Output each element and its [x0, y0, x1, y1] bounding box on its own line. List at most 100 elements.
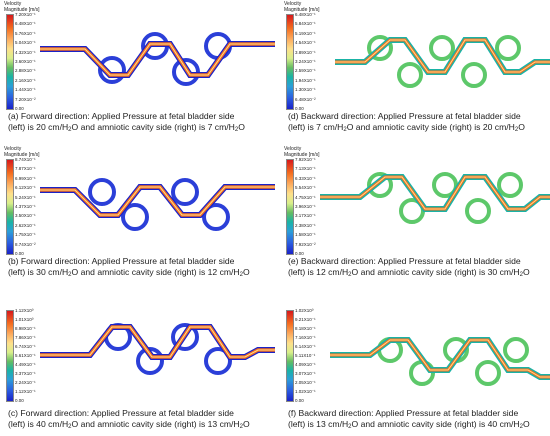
tick-label: 5.04X10⁻¹: [15, 40, 36, 46]
colorbar-legend: Velocity Magnitude [m/s] 7.92X10⁻¹ 7.13X1…: [284, 146, 344, 256]
tick-label: 5.61X10⁻¹: [15, 353, 36, 358]
panel-b: Velocity Magnitude [m/s] 8.74X10⁻¹ 7.87X1…: [0, 145, 275, 290]
tick-label: 3.96X10⁻¹: [295, 204, 316, 209]
tick-label: 4.54X10⁻¹: [295, 40, 316, 46]
stent-velocity-contour: [335, 35, 550, 88]
tick-label: 1.12X10⁰: [15, 308, 34, 313]
tick-label: 9.21X10⁻¹: [295, 317, 316, 322]
tick-label: 7.86X10⁻¹: [15, 335, 36, 340]
tick-label: 3.37X10⁻¹: [15, 371, 36, 376]
stent-velocity-contour: [330, 337, 550, 386]
tick-label: 5.19X10⁻¹: [295, 30, 316, 36]
tick-label: 5.11X10⁻¹: [295, 353, 316, 358]
tick-label: 0.00: [295, 106, 304, 111]
tick-label: 8.74X10⁻²: [15, 241, 36, 247]
tick-label: 4.49X10⁻¹: [15, 362, 36, 367]
tick-label: 1.44X10⁻¹: [15, 87, 36, 93]
tick-label: 7.92X10⁻¹: [295, 157, 316, 162]
tick-label: 8.74X10⁻¹: [15, 157, 36, 162]
legend-title: Velocity Magnitude [m/s]: [284, 146, 320, 158]
caption: (e) Backward direction: Applied Pressure…: [288, 256, 530, 278]
tick-label: 1.58X10⁻¹: [295, 232, 316, 238]
tick-label: 6.48X10⁻²: [295, 96, 316, 102]
tick-label: 5.84X10⁻¹: [295, 21, 316, 27]
panel-c: 1.12X10⁰ 1.01X10⁰ 8.98X10⁻¹ 7.86X10⁻¹ 6.…: [0, 290, 275, 435]
tick-label: 6.48X10⁻¹: [295, 12, 316, 17]
colorbar: [6, 159, 14, 255]
tick-label: 7.87X10⁻¹: [15, 166, 36, 172]
tick-label: 1.30X10⁻¹: [295, 87, 316, 93]
legend-title: Velocity Magnitude [m/s]: [284, 1, 320, 13]
colorbar: [286, 14, 294, 110]
colorbar-legend: Velocity Magnitude [m/s] 8.74X10⁻¹ 7.87X1…: [4, 146, 64, 256]
tick-label: 0.00: [295, 251, 304, 256]
tick-label: 3.89X10⁻¹: [295, 49, 316, 55]
tick-label: 0.00: [15, 251, 24, 256]
stent-velocity-contour: [40, 32, 275, 86]
tick-label: 3.50X10⁻¹: [15, 213, 36, 219]
panel-e: Velocity Magnitude [m/s] 7.92X10⁻¹ 7.13X1…: [280, 145, 550, 290]
tick-label: 6.12X10⁻¹: [15, 185, 36, 191]
caption: (c) Forward direction: Applied Pressure …: [8, 408, 250, 430]
legend-title: Velocity Magnitude [m/s]: [4, 1, 40, 13]
colorbar-ticks: 7.92X10⁻¹ 7.13X10⁻¹ 6.33X10⁻¹ 5.54X10⁻¹ …: [295, 157, 345, 256]
stent-velocity-contour: [320, 172, 550, 224]
tick-label: 4.32X10⁻¹: [15, 49, 36, 55]
tick-label: 6.14X10⁻¹: [295, 344, 316, 349]
tick-label: 0.00: [15, 398, 24, 403]
tick-label: 2.16X10⁻¹: [15, 77, 36, 83]
tick-label: 3.24X10⁻¹: [295, 59, 316, 64]
colorbar: [286, 310, 294, 402]
tick-label: 1.75X10⁻¹: [15, 232, 36, 238]
tick-label: 1.01X10⁰: [15, 317, 34, 322]
legend-title: Velocity Magnitude [m/s]: [4, 146, 40, 158]
tick-label: 7.20X10⁻¹: [15, 12, 36, 17]
colorbar: [6, 310, 14, 402]
tick-label: 2.88X10⁻¹: [15, 68, 36, 74]
tick-label: 3.17X10⁻¹: [295, 213, 316, 219]
stent-velocity-contour: [40, 323, 275, 375]
colorbar-ticks: 7.20X10⁻¹ 6.48X10⁻¹ 5.76X10⁻¹ 5.04X10⁻¹ …: [15, 12, 65, 111]
tick-label: 0.00: [295, 398, 304, 403]
tick-label: 1.02X10⁻¹: [295, 389, 316, 394]
colorbar-legend: Velocity Magnitude [m/s] 7.20X10⁻¹ 6.48X1…: [4, 1, 64, 111]
tick-label: 7.92X10⁻²: [295, 241, 316, 247]
tick-label: 2.38X10⁻¹: [295, 222, 316, 228]
tick-label: 0.00: [15, 106, 24, 111]
tick-label: 1.94X10⁻¹: [295, 77, 316, 83]
caption: (d) Backward direction: Applied Pressure…: [288, 111, 525, 133]
colorbar-legend: Velocity Magnitude [m/s] 6.48X10⁻¹ 5.84X1…: [284, 1, 344, 111]
panel-a: Velocity Magnitude [m/s] 7.20X10⁻¹ 6.48X1…: [0, 0, 275, 145]
tick-label: 2.62X10⁻¹: [15, 222, 36, 228]
tick-label: 7.16X10⁻¹: [295, 335, 316, 340]
colorbar-ticks: 8.74X10⁻¹ 7.87X10⁻¹ 6.99X10⁻¹ 6.12X10⁻¹ …: [15, 157, 65, 256]
caption: (b) Forward direction: Applied Pressure …: [8, 256, 250, 278]
tick-label: 4.37X10⁻¹: [15, 204, 36, 209]
tick-label: 5.54X10⁻¹: [295, 185, 316, 191]
tick-label: 6.48X10⁻¹: [15, 21, 36, 27]
tick-label: 6.33X10⁻¹: [295, 175, 316, 181]
tick-label: 6.99X10⁻¹: [15, 175, 36, 181]
tick-label: 7.20X10⁻²: [15, 96, 36, 102]
colorbar-ticks: 1.02X10⁰ 9.21X10⁻¹ 8.18X10⁻¹ 7.16X10⁻¹ 6…: [295, 308, 345, 406]
tick-label: 5.76X10⁻¹: [15, 30, 36, 36]
tick-label: 8.98X10⁻¹: [15, 326, 36, 331]
tick-label: 7.13X10⁻¹: [295, 166, 316, 172]
tick-label: 3.60X10⁻¹: [15, 59, 36, 64]
caption: (a) Forward direction: Applied Pressure …: [8, 111, 245, 133]
colorbar-ticks: 1.12X10⁰ 1.01X10⁰ 8.98X10⁻¹ 7.86X10⁻¹ 6.…: [15, 308, 65, 406]
caption: (f) Backward direction: Applied Pressure…: [288, 408, 530, 430]
tick-label: 2.59X10⁻¹: [295, 68, 316, 74]
tick-label: 5.24X10⁻¹: [15, 194, 36, 200]
stent-velocity-contour: [40, 178, 275, 231]
panel-f: 1.02X10⁰ 9.21X10⁻¹ 8.18X10⁻¹ 7.16X10⁻¹ 6…: [280, 290, 550, 435]
tick-label: 6.74X10⁻¹: [15, 344, 36, 349]
colorbar-ticks: 6.48X10⁻¹ 5.84X10⁻¹ 5.19X10⁻¹ 4.54X10⁻¹ …: [295, 12, 345, 111]
tick-label: 1.12X10⁻¹: [15, 389, 36, 394]
colorbar: [6, 14, 14, 110]
tick-label: 1.02X10⁰: [295, 308, 314, 313]
tick-label: 2.24X10⁻¹: [15, 380, 36, 385]
tick-label: 2.05X10⁻¹: [295, 380, 316, 385]
tick-label: 4.75X10⁻¹: [295, 194, 316, 200]
tick-label: 8.18X10⁻¹: [295, 326, 316, 331]
